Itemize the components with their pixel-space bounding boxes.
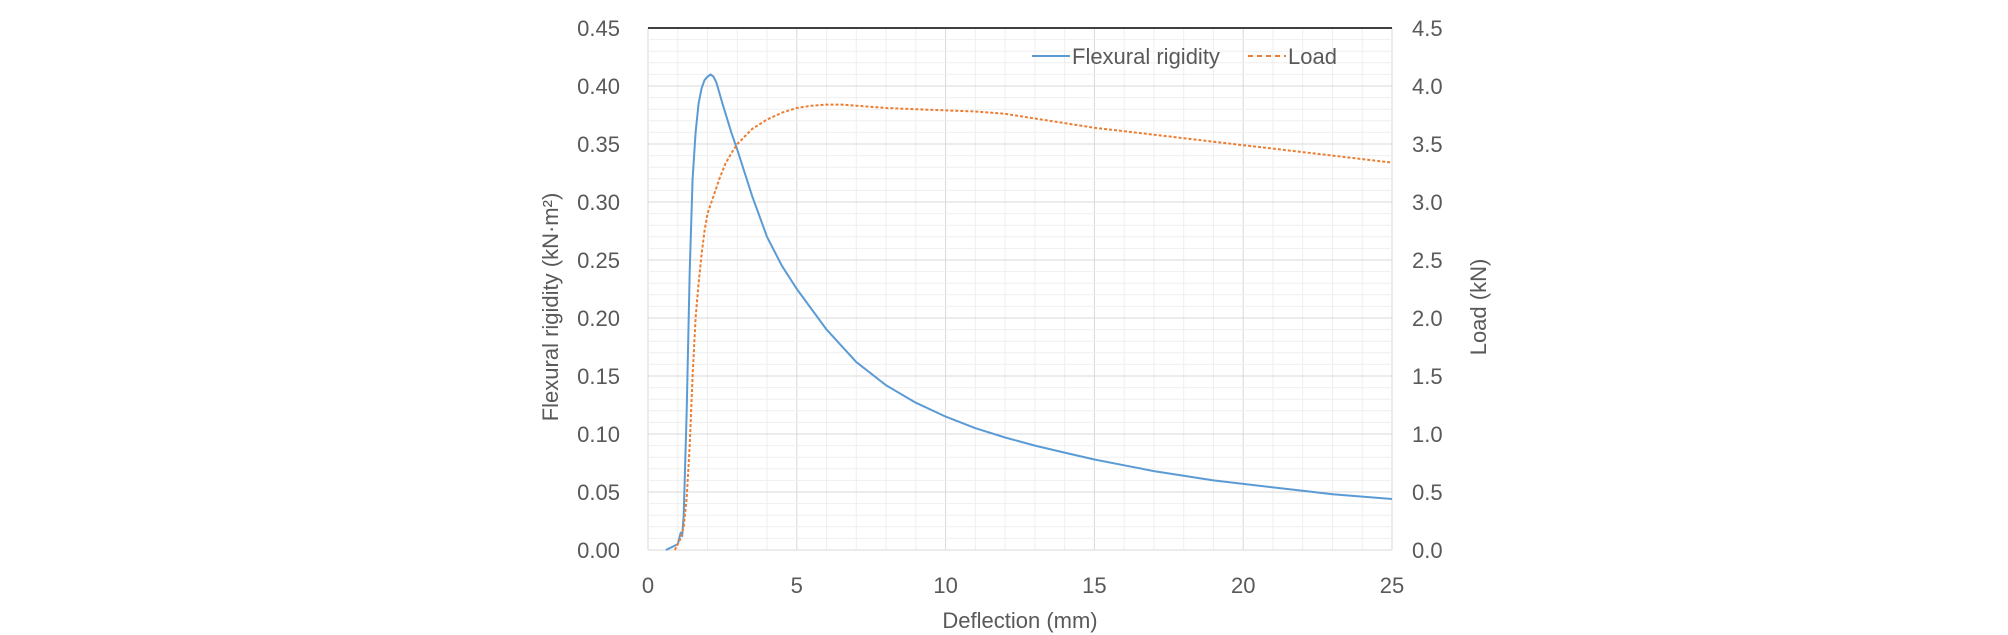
y-tick-label: 0.20 (577, 306, 620, 331)
series-lines (665, 73, 1393, 551)
y-tick-label: 0.45 (577, 16, 620, 41)
series-line-load (673, 103, 1393, 551)
y2-tick-label: 2.0 (1412, 306, 1443, 331)
x-tick-labels: 0 5 10 15 20 25 (642, 573, 1404, 598)
y-tick-label: 0.00 (577, 538, 620, 563)
x-tick-label: 5 (791, 573, 803, 598)
y2-tick-label: 2.5 (1412, 248, 1443, 273)
y2-tick-label: 1.5 (1412, 364, 1443, 389)
y-tick-label: 0.40 (577, 74, 620, 99)
x-tick-label: 10 (933, 573, 957, 598)
y-tick-label: 0.35 (577, 132, 620, 157)
y2-tick-label: 4.5 (1412, 16, 1443, 41)
y2-axis-title: Load (kN) (1466, 259, 1491, 356)
y2-tick-label: 4.0 (1412, 74, 1443, 99)
y2-tick-label: 0.0 (1412, 538, 1443, 563)
gridlines (647, 27, 1393, 551)
y-tick-label: 0.25 (577, 248, 620, 273)
y-tick-labels: 0.00 0.05 0.10 0.15 0.20 0.25 0.30 0.35 0.40 0.45 (577, 16, 620, 563)
x-tick-label: 20 (1231, 573, 1255, 598)
series-line-flexural-rigidity (665, 73, 1393, 551)
y-tick-label: 0.15 (577, 364, 620, 389)
legend-label-load: Load (1288, 44, 1337, 69)
y-tick-label: 0.05 (577, 480, 620, 505)
x-tick-label: 25 (1380, 573, 1404, 598)
y2-tick-label: 0.5 (1412, 480, 1443, 505)
y-tick-label: 0.30 (577, 190, 620, 215)
y-tick-label: 0.10 (577, 422, 620, 447)
x-tick-label: 0 (642, 573, 654, 598)
y2-tick-label: 3.5 (1412, 132, 1443, 157)
y2-tick-label: 1.0 (1412, 422, 1443, 447)
y-axis-title: Flexural rigidity (kN·m²) (538, 193, 563, 422)
legend: Flexural rigidity Load (1032, 44, 1337, 69)
x-axis-title: Deflection (mm) (942, 608, 1097, 633)
x-tick-label: 15 (1082, 573, 1106, 598)
legend-label-flexural-rigidity: Flexural rigidity (1072, 44, 1220, 69)
y2-tick-labels: 0.0 0.5 1.0 1.5 2.0 2.5 3.0 3.5 4.0 4.5 (1412, 16, 1443, 563)
y2-tick-label: 3.0 (1412, 190, 1443, 215)
